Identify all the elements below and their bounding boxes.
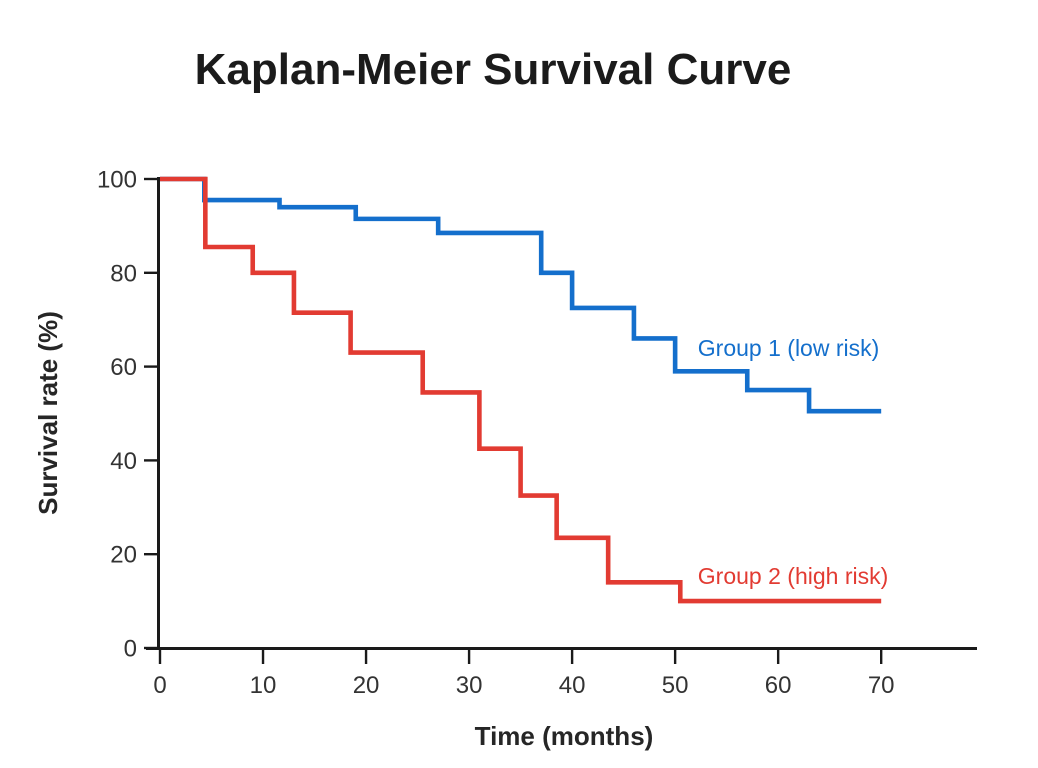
y-tick-label: 60 <box>110 354 137 381</box>
x-tick-label: 20 <box>353 672 380 699</box>
axes: 0 20 40 60 80 100 0 10 20 30 40 50 60 70 <box>97 167 977 699</box>
survival-curve-group-1 <box>160 176 882 414</box>
y-tick-label: 100 <box>97 167 137 194</box>
curve-annotations: Group 1 (low risk) Group 2 (high risk) <box>698 335 888 589</box>
chart-title: Kaplan-Meier Survival Curve <box>195 45 792 94</box>
x-tick-label: 10 <box>250 672 277 699</box>
y-axis-label: Survival rate (%) <box>33 311 63 515</box>
x-tick-label: 0 <box>153 672 166 699</box>
x-axis-label: Time (months) <box>475 721 654 751</box>
y-tick-label: 80 <box>110 260 137 287</box>
x-tick-label: 30 <box>456 672 483 699</box>
survival-curves <box>160 176 882 604</box>
x-tick-label: 50 <box>662 672 689 699</box>
y-tick-label: 40 <box>110 448 137 475</box>
y-tick-label: 20 <box>110 542 137 569</box>
survival-curve-group-2 <box>160 176 882 604</box>
x-tick-label: 40 <box>559 672 586 699</box>
x-tick-label: 70 <box>868 672 895 699</box>
curve-label-group-2: Group 2 (high risk) <box>698 563 888 589</box>
y-tick-label: 0 <box>124 636 137 663</box>
curve-label-group-1: Group 1 (low risk) <box>698 335 879 361</box>
x-tick-label: 60 <box>765 672 792 699</box>
